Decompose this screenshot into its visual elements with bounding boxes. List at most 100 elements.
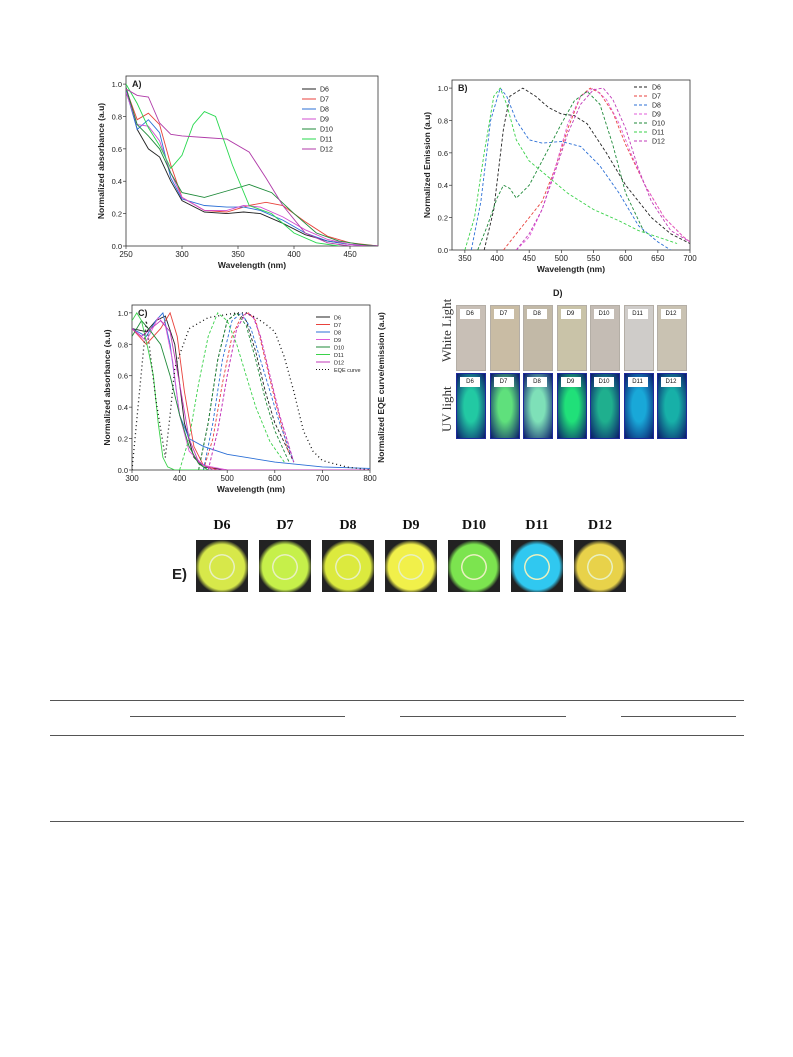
plot-frame xyxy=(125,75,379,247)
powder-photo-d7 xyxy=(259,540,311,592)
y-tick-label: 0.8 xyxy=(112,112,122,121)
chart-absorbance-eqe: 300 400 500 600 700 800 0.0 0.2 0.4 0.6 0.8 1.0 Wave… xyxy=(102,304,386,494)
legend-label-d6: D6 xyxy=(320,87,329,94)
table-header-rule xyxy=(50,735,744,736)
y-tick-label: 0.2 xyxy=(112,210,122,219)
x-tick-label: 550 xyxy=(587,254,601,263)
series-line-d7 xyxy=(126,88,378,246)
y-tick-label: 0.4 xyxy=(438,181,448,190)
y-tick-label: 0.0 xyxy=(118,466,128,475)
vial-label-d10: D10 xyxy=(594,309,614,319)
powder-photo-d10 xyxy=(448,540,500,592)
powder-photo-d12 xyxy=(574,540,626,592)
legend-label-d8: D8 xyxy=(320,107,329,114)
vial-label-d8: D8 xyxy=(527,377,547,387)
series-line-em-d6 xyxy=(198,312,295,470)
white-vial-d7: D7 xyxy=(489,305,520,371)
series-group xyxy=(126,83,378,246)
vial-label-d12: D12 xyxy=(661,309,681,319)
powder-label-d10: D10 xyxy=(461,518,487,533)
y-tick-label: 0.6 xyxy=(438,149,448,158)
legend-label-d7: D7 xyxy=(334,323,341,329)
uv-vial-d10: D10 xyxy=(590,373,620,439)
x-tick-label: 450 xyxy=(523,254,537,263)
uv-vial-d6: D6 xyxy=(456,373,486,439)
y-axis-label: Normalized absorbance (a.u) xyxy=(102,329,112,445)
y-axis-label: Normalized Emission (a.u) xyxy=(422,112,432,218)
series-line-eqe-curve xyxy=(132,312,370,470)
panel-label: A) xyxy=(132,79,142,89)
legend-label-d8: D8 xyxy=(334,331,341,337)
white-vial-d10: D10 xyxy=(590,305,620,371)
series-line-em-d10 xyxy=(198,312,290,470)
powder-label-d11: D11 xyxy=(525,518,549,533)
chart-absorbance: 250 300 350 400 450 0.0 0.2 0.4 0.6 0.8 1.0 Wavelen… xyxy=(96,75,379,270)
x-tick-label: 800 xyxy=(363,474,377,483)
series-line-em-d7 xyxy=(202,312,290,470)
x-tick-label: 700 xyxy=(316,474,330,483)
vial-label-d6: D6 xyxy=(460,309,480,319)
legend-label-d9: D9 xyxy=(652,112,661,119)
x-tick-label: 400 xyxy=(173,474,187,483)
x-tick-label: 600 xyxy=(619,254,633,263)
x-tick-label: 500 xyxy=(555,254,569,263)
series-line-abs-d8 xyxy=(132,311,370,469)
x-tick-label: 350 xyxy=(458,254,472,263)
series-line-d10 xyxy=(477,90,646,250)
y-tick-label: 0.4 xyxy=(112,177,122,186)
white-vial-d8: D8 xyxy=(523,305,553,371)
series-line-d8 xyxy=(470,87,671,250)
y-tick-label: 0.2 xyxy=(118,435,128,444)
chart-emission: 350 400 450 500 550 600 650 700 0.0 0.2 0.4 0.6 0.8 1… xyxy=(422,79,697,274)
legend-label-eqe-curve: EQE curve xyxy=(334,368,361,374)
x-tick-label: 400 xyxy=(490,254,504,263)
y-tick-label: 0.2 xyxy=(438,214,448,223)
series-line-d10 xyxy=(126,87,378,246)
uv-vial-d12: D12 xyxy=(657,373,687,439)
legend-label-d10: D10 xyxy=(320,127,333,134)
vial-label-d9: D9 xyxy=(560,377,581,387)
powder-label-d9: D9 xyxy=(402,518,420,533)
series-line-abs-d9 xyxy=(132,316,370,470)
series-line-em-d11 xyxy=(179,312,285,470)
x-tick-label: 300 xyxy=(175,250,189,259)
legend-label-d9: D9 xyxy=(320,117,329,124)
panel-e: E) D6 D7 D8 D9 D10 D11 D12 xyxy=(170,516,630,606)
y-tick-label: 1.0 xyxy=(438,84,448,93)
vial-label-d7: D7 xyxy=(493,309,514,319)
series-line-d6 xyxy=(483,87,690,250)
powder-photo-d11 xyxy=(511,540,563,592)
legend-label-d6: D6 xyxy=(334,316,341,322)
x-tick-label: 500 xyxy=(221,474,235,483)
x-axis-label: Wavelength (nm) xyxy=(537,264,605,274)
legend-label-d12: D12 xyxy=(334,361,344,367)
series-line-abs-d7 xyxy=(132,311,370,470)
legend-label-d11: D11 xyxy=(334,353,344,359)
series-line-d11 xyxy=(126,83,339,246)
series-line-d8 xyxy=(126,90,378,246)
vial-label-d12: D12 xyxy=(661,377,681,387)
uv-vial-d7: D7 xyxy=(489,373,520,439)
vial-label-d6: D6 xyxy=(460,377,480,387)
panel-d-label: D) xyxy=(553,288,563,298)
vial-label-d10: D10 xyxy=(594,377,614,387)
row-label-white-light: White Light xyxy=(439,298,454,362)
powder-label-d12: D12 xyxy=(587,518,613,533)
legend-label-d7: D7 xyxy=(652,94,661,101)
panel-label: C) xyxy=(138,308,148,318)
series-group xyxy=(132,311,370,470)
row-label-uv-light: UV light xyxy=(439,386,454,432)
series-line-d12 xyxy=(126,88,378,246)
series-line-abs-d11 xyxy=(132,312,370,470)
series-line-abs-d12 xyxy=(132,320,370,470)
legend-label-d10: D10 xyxy=(334,346,344,352)
powder-photo-d9 xyxy=(385,540,437,592)
x-tick-label: 300 xyxy=(125,474,139,483)
y-axis-label: Normalized absorbance (a.u) xyxy=(96,103,106,219)
vial-label-d11: D11 xyxy=(627,377,648,387)
vial-label-d8: D8 xyxy=(527,309,547,319)
white-vial-d12: D12 xyxy=(657,305,687,371)
table-group-rule-2 xyxy=(400,716,566,717)
x-axis-label: Wavelength (nm) xyxy=(217,484,285,494)
legend-label-d10: D10 xyxy=(652,121,665,128)
